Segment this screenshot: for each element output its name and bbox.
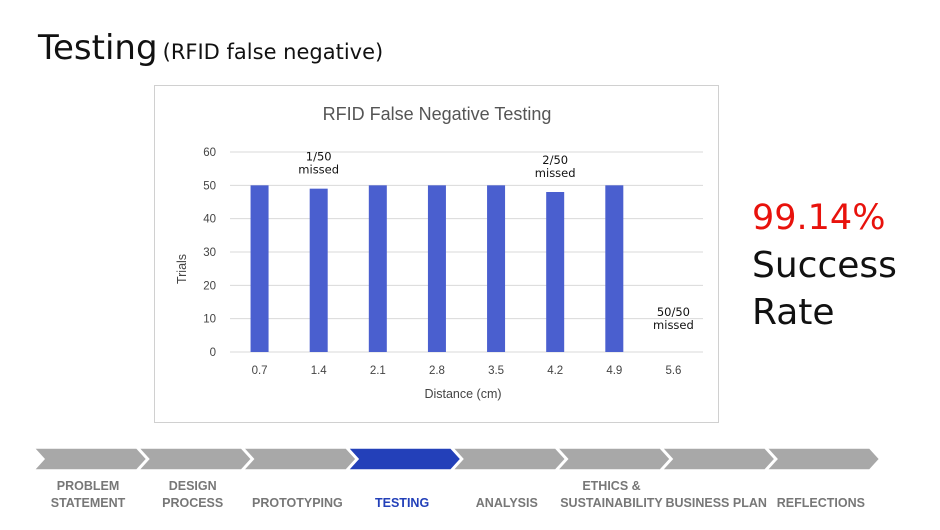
y-tick-label: 20 bbox=[203, 280, 216, 292]
nav-item-label-line1 bbox=[664, 478, 768, 495]
success-rate-callout: 99.14% Success Rate bbox=[752, 195, 897, 336]
nav-chevron-7[interactable] bbox=[765, 447, 881, 471]
y-tick-label: 60 bbox=[203, 147, 216, 159]
nav-item-label-line1 bbox=[350, 478, 454, 495]
nav-item-label-line1: PROBLEM bbox=[56, 479, 120, 493]
y-tick-label: 50 bbox=[203, 180, 216, 192]
chart-bars bbox=[250, 185, 624, 352]
slide-title-subtitle: (RFID false negative) bbox=[162, 40, 384, 64]
y-tick-label: 40 bbox=[203, 214, 216, 226]
nav-chevron-4[interactable] bbox=[451, 447, 567, 471]
y-axis-label: Trials bbox=[175, 254, 189, 284]
chart-container: RFID False Negative Testing 0 10 20 30 40 50 6… bbox=[154, 85, 719, 423]
slide-title-main: Testing bbox=[38, 28, 158, 68]
x-tick-label: 5.6 bbox=[665, 365, 681, 377]
x-axis-label: Distance (cm) bbox=[424, 387, 501, 401]
nav-item-label-line1 bbox=[455, 478, 559, 495]
x-tick-label: 2.8 bbox=[429, 365, 445, 377]
nav-item-prototyping[interactable]: PROTOTYPING bbox=[245, 478, 349, 512]
nav-item-process[interactable]: DESIGN PROCESS bbox=[141, 478, 245, 512]
bar-chart: RFID False Negative Testing 0 10 20 30 40 50 6… bbox=[175, 104, 703, 401]
nav-item-label-line2: TESTING bbox=[375, 496, 430, 510]
nav-chevron-3[interactable] bbox=[346, 447, 462, 471]
success-rate-value: 99.14% bbox=[752, 198, 886, 238]
progress-navigation: PROBLEM STATEMENT DESIGN PROCESS PROTOTYPIN… bbox=[34, 444, 884, 524]
bar bbox=[309, 188, 328, 352]
x-tick-label: 2.1 bbox=[370, 365, 386, 377]
y-tick-label: 30 bbox=[203, 247, 216, 259]
x-tick-label: 1.4 bbox=[311, 365, 328, 377]
nav-item-label-line2: BUSINESS PLAN bbox=[665, 496, 767, 510]
nav-item-sustainability[interactable]: ETHICS & SUSTAINABILITY bbox=[560, 478, 664, 512]
bar-annotation: 1/50 missed bbox=[298, 150, 339, 177]
nav-item-label-line1 bbox=[245, 478, 349, 495]
nav-item-reflections[interactable]: REFLECTIONS bbox=[769, 478, 873, 512]
chart-gridlines bbox=[230, 151, 703, 353]
nav-item-label-line1 bbox=[769, 478, 873, 495]
bar bbox=[546, 192, 565, 352]
bar bbox=[487, 185, 506, 352]
nav-item-statement[interactable]: PROBLEM STATEMENT bbox=[36, 478, 140, 512]
x-axis-ticks: 0.7 1.4 2.1 2.8 3.5 4.2 4.9 5.6 bbox=[252, 365, 682, 377]
bar bbox=[427, 185, 446, 352]
nav-chevron-2[interactable] bbox=[241, 447, 358, 471]
nav-item-label-line1: ETHICS & bbox=[582, 479, 641, 493]
bar bbox=[368, 185, 387, 352]
nav-item-label-line2: STATEMENT bbox=[50, 496, 126, 510]
x-tick-label: 4.2 bbox=[547, 365, 563, 377]
nav-item-label-line2: PROTOTYPING bbox=[252, 496, 343, 510]
x-tick-label: 3.5 bbox=[488, 365, 504, 377]
nav-item-label-line2: ANALYSIS bbox=[475, 496, 538, 510]
bar-annotation: 50/50 missed bbox=[653, 305, 694, 332]
nav-chevron-5[interactable] bbox=[555, 447, 672, 471]
x-tick-label: 0.7 bbox=[252, 365, 268, 377]
nav-chevron-6[interactable] bbox=[660, 447, 776, 471]
nav-item-label-line2: REFLECTIONS bbox=[776, 496, 865, 510]
success-rate-label-line2: Rate bbox=[752, 292, 835, 333]
bar bbox=[250, 185, 269, 352]
bar bbox=[605, 185, 624, 352]
chart-annotations: 1/50 missed 2/50 missed 50/50 missed bbox=[298, 150, 694, 332]
nav-item-label-line2: PROCESS bbox=[162, 496, 224, 510]
nav-chevron-1[interactable] bbox=[137, 447, 253, 471]
bar-annotation: 2/50 missed bbox=[535, 153, 576, 180]
nav-item-label-line1: DESIGN bbox=[168, 479, 217, 493]
x-tick-label: 4.9 bbox=[606, 365, 622, 377]
progress-chevrons bbox=[34, 447, 881, 471]
y-tick-label: 10 bbox=[203, 314, 216, 326]
y-axis-ticks: 0 10 20 30 40 50 60 bbox=[203, 147, 216, 359]
nav-item-business-plan[interactable]: BUSINESS PLAN bbox=[664, 478, 768, 512]
y-tick-label: 0 bbox=[210, 347, 216, 359]
nav-item-testing[interactable]: TESTING bbox=[350, 478, 454, 512]
nav-item-analysis[interactable]: ANALYSIS bbox=[455, 478, 559, 512]
nav-item-label-line2: SUSTAINABILITY bbox=[560, 496, 663, 510]
success-rate-label-line1: Success bbox=[752, 245, 897, 286]
chart-title: RFID False Negative Testing bbox=[323, 104, 552, 124]
nav-chevron-0[interactable] bbox=[34, 447, 148, 471]
slide-title: Testing (RFID false negative) bbox=[38, 28, 383, 68]
